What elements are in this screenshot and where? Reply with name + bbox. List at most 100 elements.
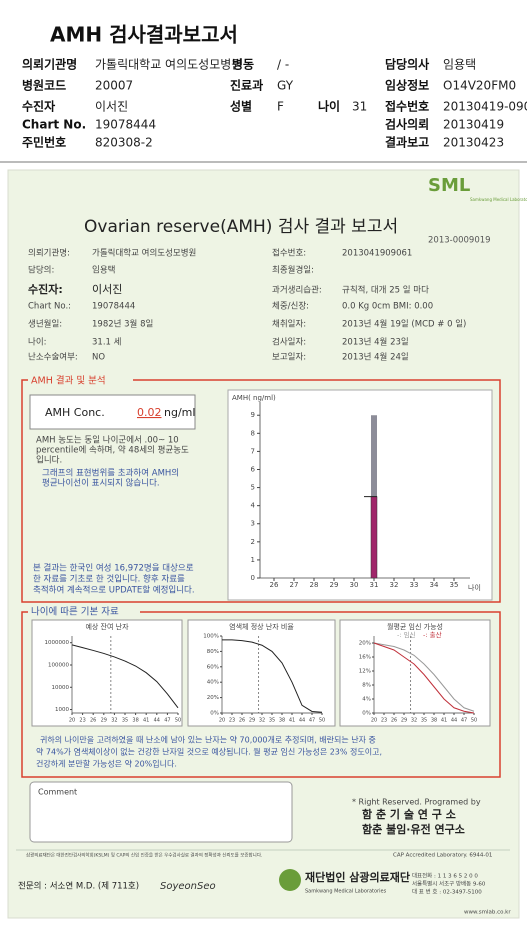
x-tick-label: 29 xyxy=(401,718,407,724)
field-value: 규칙적, 대개 25 일 마다 xyxy=(342,285,429,296)
field-label: 검사의뢰 xyxy=(385,117,429,132)
x-axis-label: 나이 xyxy=(468,583,481,592)
contact-line: 서울특별시 서초구 방배동 9-60 xyxy=(412,880,486,888)
field-label: 검사일자: xyxy=(272,337,306,348)
field-value: NO xyxy=(92,353,105,363)
x-tick-label: 34 xyxy=(430,581,439,589)
report-number: 2013-0009019 xyxy=(428,236,491,246)
x-tick-label: 32 xyxy=(411,718,417,724)
analysis-text: percentile에 속하며, 약 48세의 평균농도 xyxy=(36,445,189,456)
legend-entry: -: 출산 xyxy=(423,630,442,639)
x-tick-label: 35 xyxy=(122,718,128,724)
field-label: 의뢰기관명: xyxy=(28,248,70,259)
summary-text: 귀하의 나이만을 고려하였을 때 난소에 남아 있는 난자는 약 70,000개… xyxy=(40,735,376,745)
field-label: 담당의: xyxy=(28,265,54,276)
x-tick-label: 26 xyxy=(270,581,279,589)
x-tick-label: 26 xyxy=(90,718,96,724)
field-value: 20130419-0906 xyxy=(443,100,527,114)
field-value: 20130419 xyxy=(443,118,504,132)
y-tick-label: 4% xyxy=(362,697,371,703)
field-value: 2013년 4월 19일 (MCD # 0 일) xyxy=(342,319,466,330)
section-heading-bg xyxy=(28,375,133,386)
field-label: Chart No. xyxy=(22,118,86,132)
field-label: 과거생리습관: xyxy=(272,285,322,296)
x-tick-label: 38 xyxy=(431,718,437,724)
doctor: 전문의 : 서소연 M.D. (제 711호) xyxy=(18,881,139,892)
logo-mark xyxy=(279,869,301,891)
field-value: 19078444 xyxy=(95,118,156,132)
field-label: 담당의사 xyxy=(385,57,429,72)
section-heading: AMH 결과 및 분석 xyxy=(31,375,106,387)
field-label: 주민번호 xyxy=(22,135,66,150)
field-value: 20007 xyxy=(95,79,133,93)
y-tick-label: 60% xyxy=(207,664,219,670)
report-title: Ovarian reserve(AMH) 검사 결과 보고서 xyxy=(84,217,398,237)
x-tick-label: 47 xyxy=(461,718,467,724)
y-tick-label: 8 xyxy=(251,429,255,437)
amh-conc-box xyxy=(29,394,196,430)
y-tick-label: 6 xyxy=(251,465,256,473)
summary-text: 약 74%가 염색체이상이 없는 건강한 난자일 것으로 예상됩니다. 월 평균… xyxy=(36,747,382,757)
field-value: 가톨릭대학교 여의도성모병원 xyxy=(95,58,242,72)
x-tick-label: 50 xyxy=(471,718,477,724)
x-tick-label: 44 xyxy=(451,718,457,724)
x-tick-label: 32 xyxy=(390,581,399,589)
y-tick-label: 1000 xyxy=(55,707,69,713)
x-tick-label: 32 xyxy=(111,718,117,724)
range-bar xyxy=(371,415,377,497)
field-label: 난소수술여부: xyxy=(28,352,78,363)
field-label: 수진자 xyxy=(22,99,55,114)
field-value: 이서진 xyxy=(95,100,128,114)
comment-label: Comment xyxy=(38,788,77,797)
conc-label: AMH Conc. xyxy=(45,406,105,419)
foundation-name-en: Samkwang Medical Laboratories xyxy=(305,889,387,895)
x-tick-label: 31 xyxy=(370,581,379,589)
x-tick-label: 28 xyxy=(310,581,319,589)
y-tick-label: 9 xyxy=(251,411,255,419)
small-chart-frame xyxy=(31,619,183,727)
field-value: 31 xyxy=(352,100,367,114)
lab-name: 함춘 불임·유전 연구소 xyxy=(362,822,465,836)
field-value: 1982년 3월 8일 xyxy=(92,319,153,330)
y-tick-label: 16% xyxy=(359,655,371,661)
foundation-name: 재단법인 삼광의료재단 xyxy=(305,870,410,884)
field-label: 채취일자: xyxy=(272,319,306,330)
analysis-note: 그래프의 표현범위를 초과하여 AMH의 xyxy=(42,468,179,479)
mean-bar xyxy=(370,496,378,579)
field-label: 생년월일: xyxy=(28,319,62,330)
x-tick-label: 20 xyxy=(371,718,377,724)
field-label: 수진자: xyxy=(28,282,63,296)
x-tick-label: 47 xyxy=(164,718,170,724)
x-tick-label: 23 xyxy=(381,718,387,724)
logo-subtitle: Samkwang Medical Laboratories xyxy=(470,197,527,202)
logo: SML xyxy=(428,175,470,196)
x-tick-label: 30 xyxy=(350,581,359,589)
y-tick-label: 100000 xyxy=(48,662,69,668)
x-tick-label: 35 xyxy=(450,581,459,589)
field-label: 성별 xyxy=(230,99,252,114)
field-label: 진료과 xyxy=(230,78,263,93)
contact-line: 대 표 번 호 : 02-3497-5100 xyxy=(412,888,482,896)
field-value: F xyxy=(277,100,284,114)
y-axis-label: AMH( ng/ml) xyxy=(232,394,276,402)
field-label: 나이 xyxy=(318,99,340,114)
signature: SoyeonSeo xyxy=(160,881,216,892)
y-tick-label: 2 xyxy=(251,538,255,546)
x-tick-label: 23 xyxy=(79,718,85,724)
x-tick-label: 26 xyxy=(239,718,245,724)
field-value: 0.0 Kg 0cm BMI: 0.00 xyxy=(342,302,433,312)
field-value: 820308-2 xyxy=(95,136,153,150)
x-tick-label: 33 xyxy=(410,581,419,589)
conc-unit: ng/ml xyxy=(164,406,195,419)
field-value: 2013년 4월 24일 xyxy=(342,352,409,363)
website: www.smlab.co.kr xyxy=(464,910,511,916)
field-value: 20130423 xyxy=(443,136,504,150)
x-tick-label: 47 xyxy=(309,718,315,724)
field-value: 임용택 xyxy=(92,265,115,276)
y-tick-label: 1 xyxy=(251,556,255,564)
y-tick-label: 3 xyxy=(251,520,255,528)
x-tick-label: 27 xyxy=(290,581,299,589)
field-value: / - xyxy=(277,58,289,72)
series-line xyxy=(222,639,323,713)
